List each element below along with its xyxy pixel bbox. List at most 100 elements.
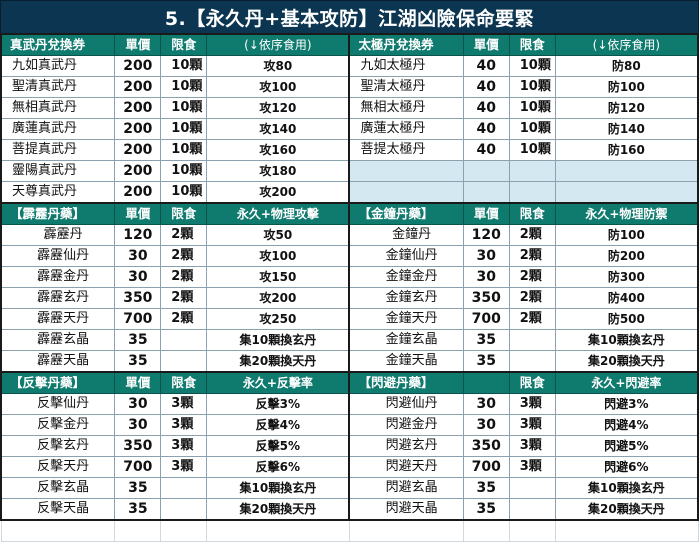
left-effect-cell: 攻100 [206,76,350,98]
left-item-name-cell: 霹靂玄晶 [0,329,116,351]
left-limit-cell: 2顆 [160,308,208,330]
right-price-cell: 30 [462,245,510,267]
left-price-cell: 35 [114,329,162,351]
left-price-cell: 700 [114,456,162,478]
left-item-name-cell: 霹靂玄丹 [0,287,116,309]
left-effect-cell: 集20顆換天丹 [206,498,350,521]
empty-cell [462,519,510,542]
sheet-title: 5.【永久丹+基本攻防】江湖凶險保命要緊 [0,0,699,34]
right-item-name-cell: 金鐘玄丹 [348,287,464,309]
left-limit-cell: 2顆 [160,245,208,267]
empty-cell [508,519,556,542]
left-item-name-cell: 無相真武丹 [0,97,116,119]
left-header-item: 【霹靂丹藥】 [0,202,116,225]
left-item-name-cell: 反擊仙丹 [0,393,116,415]
left-limit-cell: 10顆 [160,160,208,182]
right-item-name-cell: 閃避金丹 [348,414,464,436]
left-effect-cell: 攻200 [206,287,350,309]
left-price-cell: 120 [114,224,162,246]
right-price-cell: 30 [462,393,510,415]
left-item-name-cell: 反擊玄丹 [0,435,116,457]
table-row: 反擊仙丹 30 3顆 反擊3% 閃避仙丹 30 3顆 閃避3% [0,393,699,415]
right-limit-cell: 2顆 [508,308,556,330]
left-item-name-cell: 靈陽真武丹 [0,160,116,182]
right-effect-cell [554,160,699,182]
left-price-cell: 35 [114,350,162,373]
table-row: 廣蓮真武丹 200 10顆 攻140 廣蓮太極丹 40 10顆 防140 [0,118,699,140]
right-effect-cell: 閃避6% [554,456,699,478]
right-price-cell [462,181,510,204]
right-item-name-cell: 菩提太極丹 [348,139,464,161]
left-item-name-cell: 反擊金丹 [0,414,116,436]
left-limit-cell: 2顆 [160,287,208,309]
left-header-price: 單價 [114,33,162,56]
right-item-name-cell: 無相太極丹 [348,97,464,119]
right-item-name-cell: 金鐘天丹 [348,308,464,330]
right-effect-cell: 閃避4% [554,414,699,436]
right-header-effect: (↓依序食用) [554,33,699,56]
left-limit-cell: 3顆 [160,456,208,478]
left-price-cell: 350 [114,287,162,309]
right-item-name-cell [348,160,464,182]
right-price-cell: 700 [462,308,510,330]
left-price-cell: 30 [114,393,162,415]
right-limit-cell [508,329,556,351]
left-header-effect: (↓依序食用) [206,33,350,56]
right-price-cell: 40 [462,76,510,98]
table-row: 霹靂金丹 30 2顆 攻150 金鐘金丹 30 2顆 防300 [0,266,699,288]
right-item-name-cell: 閃避玄丹 [348,435,464,457]
left-header-item: 真武丹兌換券 [0,33,116,56]
left-effect-cell: 集20顆換天丹 [206,350,350,373]
right-limit-cell [508,350,556,373]
right-price-cell: 120 [462,224,510,246]
right-limit-cell [508,477,556,499]
table-row: 霹靂天丹 700 2顆 攻250 金鐘天丹 700 2顆 防500 [0,308,699,330]
left-effect-cell: 攻50 [206,224,350,246]
table-row: 天尊真武丹 200 10顆 攻200 [0,181,699,204]
left-limit-cell: 3顆 [160,435,208,457]
left-limit-cell [160,350,208,373]
table-row: 靈陽真武丹 200 10顆 攻180 [0,160,699,182]
right-header-effect: 永久+閃避率 [554,371,699,394]
table-row: 九如真武丹 200 10顆 攻80 九如太極丹 40 10顆 防80 [0,55,699,77]
right-price-cell: 30 [462,414,510,436]
table-row: 無相真武丹 200 10顆 攻120 無相太極丹 40 10顆 防120 [0,97,699,119]
right-effect-cell: 防100 [554,224,699,246]
right-effect-cell [554,181,699,204]
left-header-price: 單價 [114,202,162,225]
right-limit-cell [508,160,556,182]
right-limit-cell [508,498,556,521]
table-row: 霹靂仙丹 30 2顆 攻100 金鐘仙丹 30 2顆 防200 [0,245,699,267]
right-limit-cell: 3顆 [508,393,556,415]
left-limit-cell: 10顆 [160,118,208,140]
table-row: 霹靂天晶 35 集20顆換天丹 金鐘天晶 35 集20顆換天丹 [0,350,699,373]
right-header-price: 單價 [462,202,510,225]
left-item-name-cell: 反擊天丹 [0,456,116,478]
right-item-name-cell: 閃避天晶 [348,498,464,521]
right-header-item: 【閃避丹藥】 [348,371,464,394]
right-item-name-cell: 閃避玄晶 [348,477,464,499]
right-price-cell: 350 [462,287,510,309]
right-limit-cell: 2顆 [508,287,556,309]
left-effect-cell: 攻100 [206,245,350,267]
right-price-cell: 35 [462,498,510,521]
left-limit-cell: 3顆 [160,414,208,436]
left-limit-cell: 3顆 [160,393,208,415]
empty-cell [0,519,116,542]
left-effect-cell: 攻80 [206,55,350,77]
table-row: 反擊玄晶 35 集10顆換玄丹 閃避玄晶 35 集10顆換玄丹 [0,477,699,499]
right-limit-cell: 10顆 [508,55,556,77]
left-limit-cell [160,329,208,351]
right-effect-cell: 防80 [554,55,699,77]
left-price-cell: 200 [114,97,162,119]
table-row: 反擊金丹 30 3顆 反擊4% 閃避金丹 30 3顆 閃避4% [0,414,699,436]
left-header-item: 【反擊丹藥】 [0,371,116,394]
right-effect-cell: 集10顆換玄丹 [554,329,699,351]
left-price-cell: 30 [114,245,162,267]
left-limit-cell: 10顆 [160,97,208,119]
left-effect-cell: 攻120 [206,97,350,119]
empty-spreadsheet-row [0,519,699,542]
left-effect-cell: 攻140 [206,118,350,140]
right-limit-cell: 2顆 [508,224,556,246]
right-effect-cell: 防400 [554,287,699,309]
